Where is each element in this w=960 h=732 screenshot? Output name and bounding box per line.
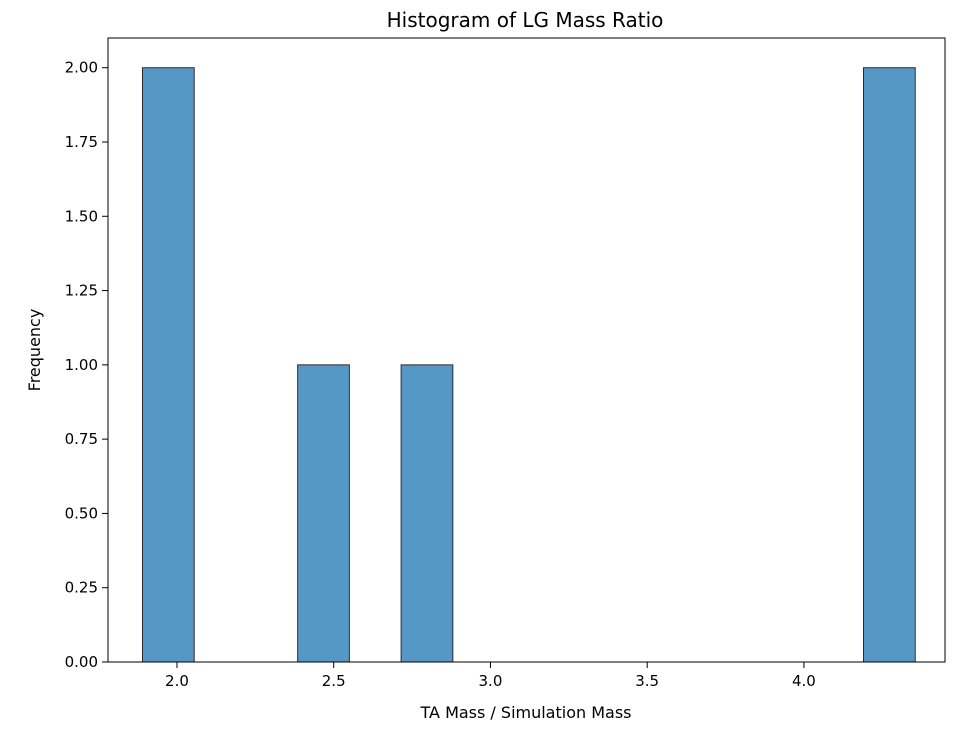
- x-axis-label: TA Mass / Simulation Mass: [420, 703, 632, 722]
- y-tick-label: 1.00: [65, 356, 98, 374]
- y-tick-label: 0.50: [65, 504, 98, 522]
- x-tick-label: 3.0: [479, 672, 503, 690]
- y-axis-label: Frequency: [25, 309, 44, 392]
- histogram-bar-4: [862, 67, 916, 663]
- y-tick-label: 0.00: [65, 653, 98, 671]
- plot-frame: [107, 37, 946, 663]
- x-tick-label: 2.5: [322, 672, 346, 690]
- x-axis-ticks: 2.0 2.5 3.0 3.5 4.0: [165, 662, 816, 690]
- x-tick-label: 4.0: [792, 672, 816, 690]
- y-tick-label: 1.75: [65, 133, 98, 151]
- y-tick-label: 0.25: [65, 579, 98, 597]
- chart-title: Histogram of LG Mass Ratio: [387, 8, 664, 32]
- x-tick-label: 2.0: [165, 672, 189, 690]
- x-tick-label: 3.5: [635, 672, 659, 690]
- histogram-bar-2: [297, 364, 350, 663]
- y-tick-label: 0.75: [65, 430, 98, 448]
- histogram-bar-3: [400, 364, 454, 663]
- y-tick-label: 1.25: [65, 282, 98, 300]
- histogram-bar-1: [141, 67, 195, 663]
- y-tick-label: 2.00: [65, 59, 98, 77]
- y-tick-label: 1.50: [65, 207, 98, 225]
- y-axis-ticks: 0.00 0.25 0.50 0.75 1.00 1.25 1.50 1.75 2.00: [65, 59, 108, 671]
- bars-layer: [141, 67, 916, 663]
